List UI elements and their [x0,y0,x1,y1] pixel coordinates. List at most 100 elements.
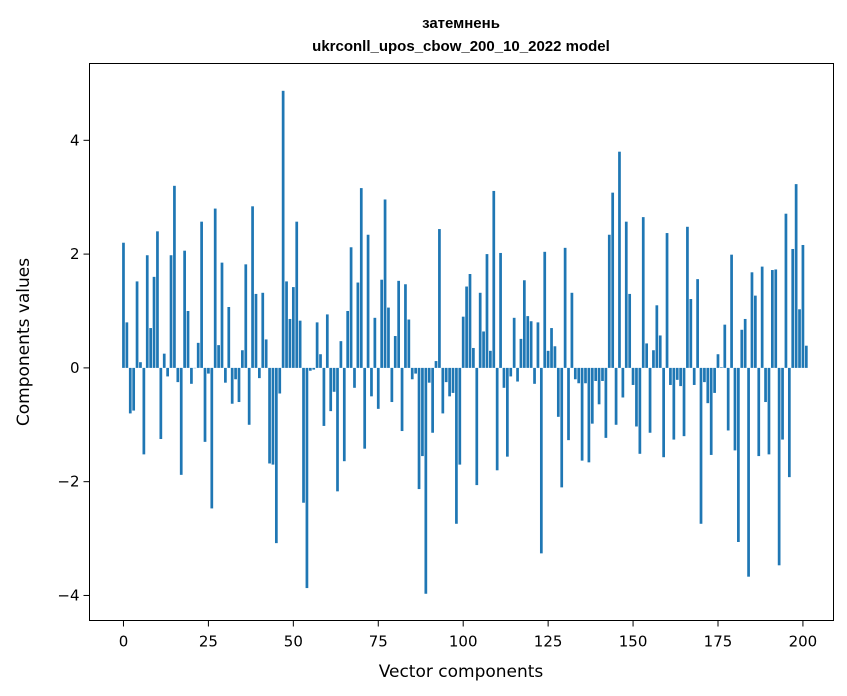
x-tick-label-100: 100 [449,633,478,651]
bar-200 [801,244,805,368]
bar-112 [502,367,506,388]
chart-title: затемнень [422,15,500,32]
bar-107 [485,254,489,368]
y-axis: −4 −2 0 2 4 [57,131,90,604]
bar-180 [733,367,737,451]
bar-166 [686,226,689,368]
bar-142 [604,367,608,438]
bar-93 [438,229,441,368]
bar-14 [169,255,173,368]
bar-170 [699,367,703,524]
bar-83 [404,284,407,368]
bar-118 [522,280,526,368]
x-axis: 0 25 50 75 100 125 150 175 200 [119,620,817,651]
bar-51 [295,221,299,368]
bar-178 [726,367,730,431]
bar-138 [590,367,594,424]
bar-114 [509,367,513,377]
bar-154 [645,343,649,368]
bar-176 [720,367,723,368]
bar-4 [135,281,139,368]
bar-126 [550,328,553,368]
x-tick-label-75: 75 [369,633,388,651]
bar-86 [414,367,417,374]
bar-100 [461,316,465,368]
bar-11 [159,367,163,440]
bar-198 [794,184,798,368]
bar-97 [451,367,455,393]
bar-104 [475,367,479,486]
bar-167 [689,299,693,368]
bar-122 [536,322,540,368]
bar-1 [125,322,129,368]
bars-group [122,90,808,594]
bar-128 [556,367,560,417]
bar-106 [482,331,485,368]
bar-99 [458,367,462,465]
bar-137 [587,367,591,463]
bar-160 [665,233,669,368]
bar-130 [563,247,567,368]
bar-173 [709,367,713,455]
bar-121 [533,367,536,384]
bar-181 [737,367,740,542]
bar-192 [774,269,778,368]
bar-53 [302,367,305,503]
bar-66 [346,310,350,368]
bar-191 [770,270,774,368]
bar-75 [376,367,380,409]
bar-169 [696,279,699,368]
x-axis-label: Vector components [379,662,544,682]
bar-78 [387,307,390,368]
bar-129 [560,367,564,488]
bar-87 [417,367,421,490]
bar-103 [472,347,475,368]
bar-68 [353,367,356,388]
bar-195 [784,213,788,368]
bar-92 [434,361,438,368]
bar-159 [662,367,665,458]
bar-36 [244,264,248,368]
bar-197 [791,248,795,368]
bar-29 [220,262,224,368]
bar-85 [410,367,414,380]
bar-110 [495,367,499,471]
bar-148 [624,221,628,368]
bar-171 [703,367,706,383]
bar-16 [176,367,180,383]
bar-30 [224,367,227,383]
bar-17 [179,367,183,475]
bar-37 [247,367,251,425]
bar-158 [658,335,662,368]
bar-163 [675,367,679,380]
bar-119 [526,316,530,368]
bar-32 [230,367,234,404]
bar-194 [781,367,784,440]
bar-193 [777,367,781,566]
bar-43 [268,367,271,464]
bar-58 [319,354,322,368]
bar-88 [421,367,424,457]
bar-141 [601,367,604,381]
bar-111 [499,252,502,368]
bar-165 [682,367,686,437]
bar-76 [380,279,384,368]
bar-72 [366,234,370,368]
x-tick-label-175: 175 [704,633,733,651]
bar-102 [468,274,472,368]
bar-59 [322,367,326,426]
bar-3 [132,367,136,411]
bar-145 [614,367,618,425]
bar-149 [628,293,632,368]
bar-124 [543,251,547,368]
bar-175 [716,354,720,368]
bar-186 [754,295,757,368]
bar-13 [166,367,169,377]
x-tick-label-25: 25 [199,633,218,651]
bar-2 [128,367,132,414]
chart-subtitle: ukrconll_upos_cbow_200_10_2022 model [312,38,610,55]
bar-18 [183,250,186,368]
bar-132 [570,292,574,368]
y-axis-label: Components values [14,258,34,426]
bar-49 [288,318,292,368]
